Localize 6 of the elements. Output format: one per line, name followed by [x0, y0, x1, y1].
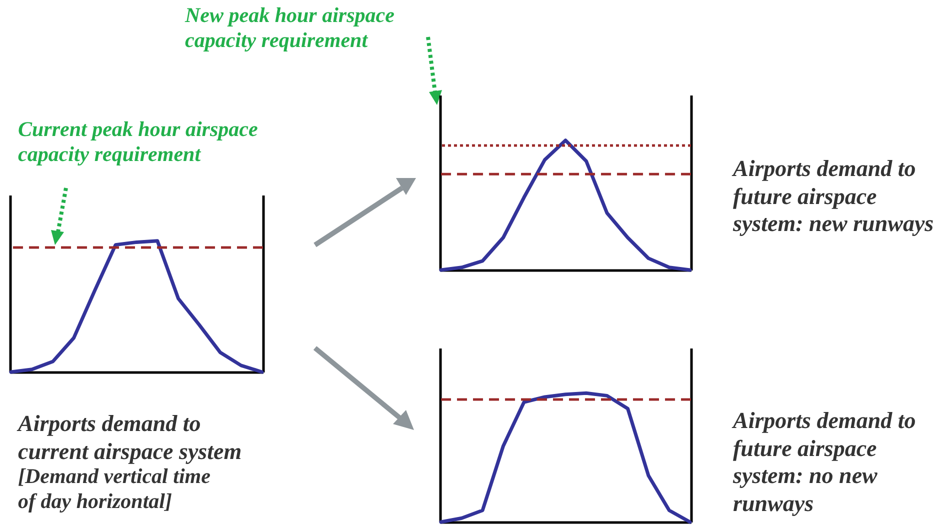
text: [Demand vertical time of day horizontal]	[18, 464, 212, 514]
text: Airports demand to future airspace system: new runways	[733, 155, 935, 238]
text: Airports demand to current airspace system	[18, 410, 243, 466]
text: Airports demand to future airspace system: no new runways	[733, 407, 917, 518]
text: Current peak hour airspace capacity requirement	[18, 117, 259, 168]
text: New peak hour airspace capacity requirement	[185, 3, 396, 54]
